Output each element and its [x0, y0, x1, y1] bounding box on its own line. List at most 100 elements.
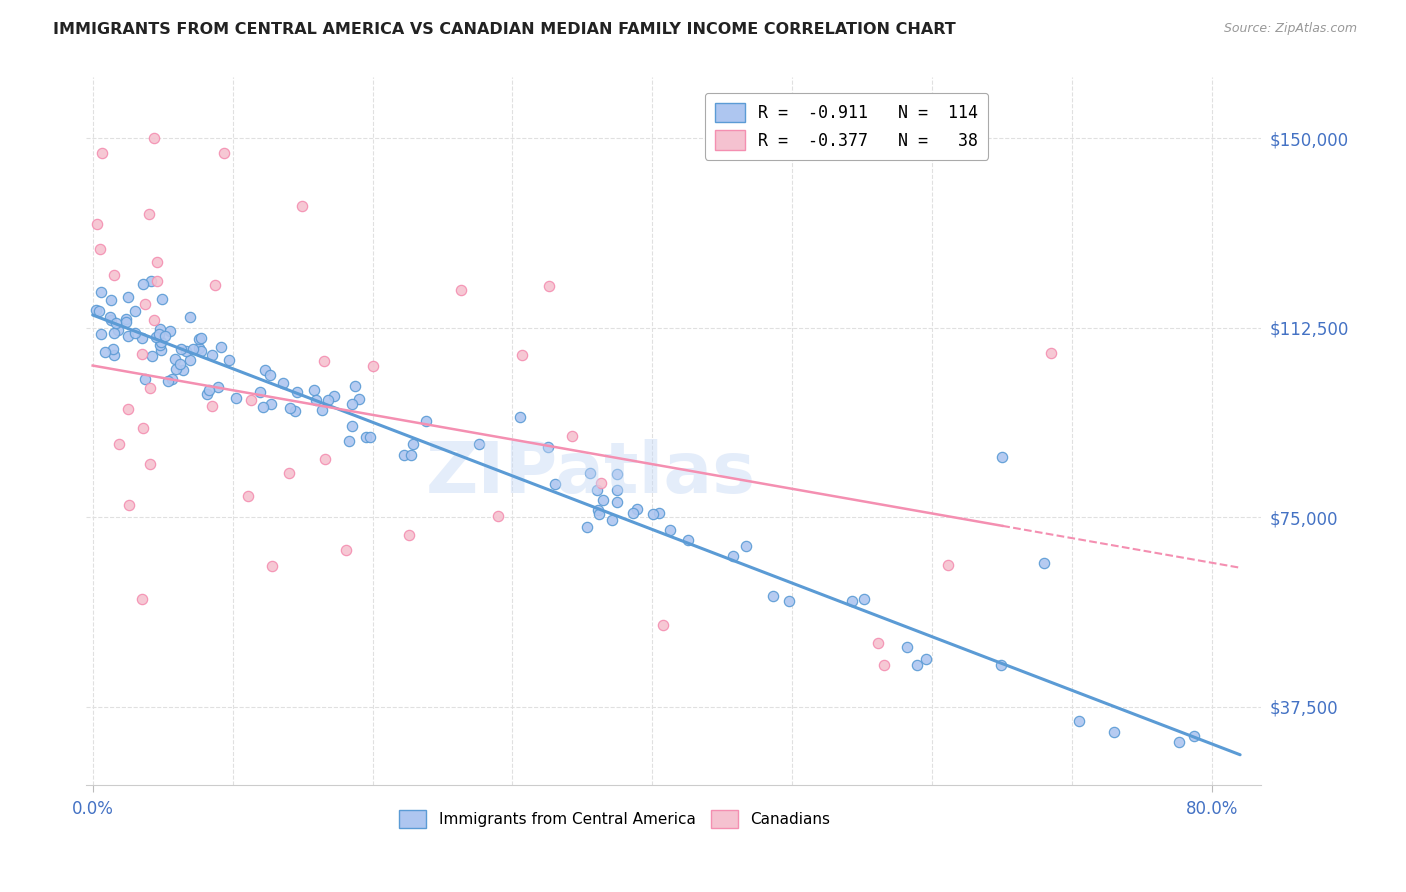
Point: [181, 342, 204, 356]
Point: [200, 348, 222, 362]
Point: [163, 351, 186, 366]
Point: [165, 362, 187, 376]
Point: [198, 383, 221, 397]
Point: [134, 371, 156, 385]
Point: [252, 401, 274, 415]
Point: [873, 657, 896, 672]
Point: [311, 403, 333, 417]
Point: [89, 242, 111, 256]
Point: [117, 402, 139, 417]
Point: [398, 528, 420, 542]
Point: [218, 353, 240, 368]
Point: [201, 399, 224, 413]
Point: [537, 440, 560, 454]
Point: [157, 374, 180, 388]
Point: [841, 594, 863, 608]
Point: [579, 466, 602, 480]
Point: [124, 326, 146, 340]
Point: [89, 326, 111, 341]
Point: [204, 278, 226, 293]
Point: [1069, 714, 1091, 729]
Point: [105, 316, 128, 330]
Point: [174, 343, 197, 358]
Point: [1182, 729, 1205, 743]
Point: [254, 363, 277, 377]
Point: [86, 302, 108, 317]
Point: [537, 278, 560, 293]
Point: [170, 343, 193, 357]
Point: [991, 450, 1014, 464]
Point: [1168, 734, 1191, 748]
Point: [278, 466, 301, 480]
Point: [271, 376, 294, 390]
Point: [852, 592, 875, 607]
Point: [103, 326, 125, 340]
Point: [132, 421, 155, 435]
Point: [915, 652, 938, 666]
Point: [359, 430, 381, 444]
Point: [486, 508, 509, 523]
Point: [145, 330, 167, 344]
Point: [586, 483, 609, 498]
Point: [600, 513, 623, 527]
Point: [510, 348, 533, 362]
Point: [586, 503, 609, 517]
Point: [117, 289, 139, 303]
Point: [103, 268, 125, 282]
Point: [115, 311, 138, 326]
Point: [101, 343, 124, 357]
Point: [124, 303, 146, 318]
Point: [142, 313, 165, 327]
Point: [415, 414, 437, 428]
Point: [259, 368, 281, 383]
Point: [337, 434, 360, 449]
Point: [606, 483, 628, 497]
Point: [86, 217, 108, 231]
Point: [179, 310, 201, 324]
Point: [648, 507, 671, 521]
Point: [138, 457, 160, 471]
Point: [179, 352, 201, 367]
Point: [212, 145, 235, 160]
Point: [399, 449, 422, 463]
Point: [169, 357, 191, 371]
Point: [467, 437, 489, 451]
Point: [678, 533, 700, 547]
Point: [143, 131, 166, 145]
Point: [1033, 556, 1056, 570]
Point: [90, 285, 112, 300]
Point: [100, 313, 122, 327]
Point: [149, 322, 172, 336]
Point: [509, 409, 531, 424]
Point: [621, 507, 644, 521]
Point: [735, 539, 758, 553]
Point: [162, 372, 184, 386]
Point: [1102, 725, 1125, 739]
Point: [260, 397, 283, 411]
Point: [284, 404, 307, 418]
Point: [207, 380, 229, 394]
Point: [721, 549, 744, 564]
Point: [148, 327, 170, 342]
Point: [249, 384, 271, 399]
Point: [342, 397, 364, 411]
Point: [312, 354, 335, 368]
Point: [392, 448, 415, 462]
Point: [592, 492, 614, 507]
Point: [190, 343, 212, 358]
Point: [606, 494, 628, 508]
Point: [990, 657, 1012, 672]
Point: [652, 618, 675, 632]
Point: [149, 343, 172, 357]
Point: [236, 489, 259, 503]
Point: [98, 310, 121, 325]
Point: [778, 594, 800, 608]
Point: [606, 467, 628, 481]
Point: [305, 393, 328, 408]
Point: [225, 391, 247, 405]
Point: [335, 543, 357, 558]
Point: [138, 381, 160, 395]
Point: [576, 519, 599, 533]
Point: [323, 389, 346, 403]
Point: [278, 401, 301, 415]
